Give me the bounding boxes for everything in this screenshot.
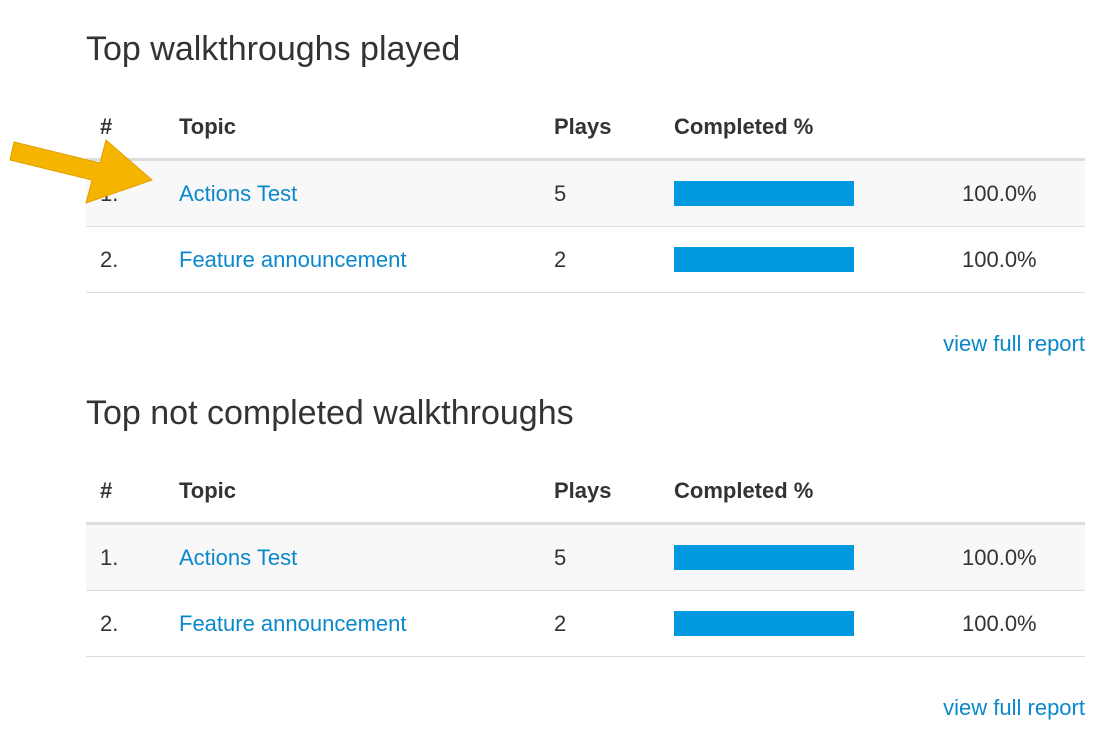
row-number: 2.	[86, 590, 179, 657]
report-section: Top walkthroughs played # Topic Plays Compl…	[86, 24, 1085, 357]
column-header: Completed %	[674, 460, 962, 525]
topic-link[interactable]: Feature announcement	[179, 610, 407, 636]
row-number: 2.	[86, 226, 179, 293]
plays-count: 5	[554, 159, 674, 227]
column-header: Completed %	[674, 96, 962, 161]
column-header: Plays	[554, 96, 674, 161]
topic-link[interactable]: Feature announcement	[179, 246, 407, 272]
section-title: Top walkthroughs played	[86, 30, 461, 68]
view-full-report-link[interactable]: view full report	[943, 695, 1085, 720]
view-full-report-link[interactable]: view full report	[943, 331, 1085, 356]
column-header: #	[86, 460, 179, 525]
plays-count: 2	[554, 226, 674, 293]
completion-bar-fill	[674, 247, 854, 272]
completion-bar	[674, 181, 854, 206]
completion-bar-fill	[674, 545, 854, 570]
completion-bar-fill	[674, 181, 854, 206]
column-header: #	[86, 96, 179, 161]
column-header: Plays	[554, 460, 674, 525]
completion-bar	[674, 545, 854, 570]
column-header: Topic	[179, 460, 554, 525]
annotation-arrow-icon	[9, 139, 153, 204]
completion-bar	[674, 247, 854, 272]
topic-link[interactable]: Actions Test	[179, 180, 298, 206]
topic-link[interactable]: Actions Test	[179, 544, 298, 570]
column-header: Topic	[179, 96, 554, 161]
plays-count: 2	[554, 590, 674, 657]
completion-percent: 100.0%	[962, 523, 1085, 591]
table-row: 2. Feature announcement 2 100.0%	[86, 590, 1085, 657]
table-row: 2. Feature announcement 2 100.0%	[86, 226, 1085, 293]
plays-count: 5	[554, 523, 674, 591]
completion-bar-fill	[674, 611, 854, 636]
completion-percent: 100.0%	[962, 226, 1085, 293]
completion-percent: 100.0%	[962, 159, 1085, 227]
report-section: Top not completed walkthroughs # Topic Pla…	[86, 388, 1085, 721]
table-row: 1. Actions Test 5 100.0%	[86, 523, 1085, 591]
completion-percent: 100.0%	[962, 590, 1085, 657]
completion-bar	[674, 611, 854, 636]
section-title: Top not completed walkthroughs	[86, 394, 574, 432]
row-number: 1.	[86, 523, 179, 591]
table-row: 1. Actions Test 5 100.0%	[86, 159, 1085, 227]
